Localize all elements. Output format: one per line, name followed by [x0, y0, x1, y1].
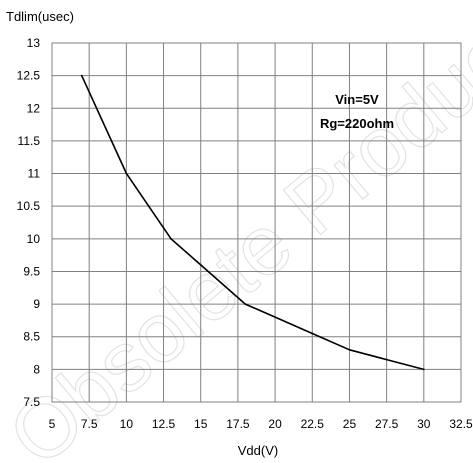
data-point: [422, 368, 425, 371]
y-tick-label: 9: [33, 297, 40, 311]
data-point: [274, 316, 276, 319]
y-tick-label: 12: [27, 101, 41, 115]
data-point: [170, 237, 172, 240]
data-point: [311, 332, 314, 335]
x-tick-label: 20: [268, 417, 282, 431]
x-tick-label: 5: [49, 417, 56, 431]
x-tick-label: 10: [120, 417, 134, 431]
y-tick-label: 8.5: [23, 330, 40, 344]
series-line: [80, 75, 425, 371]
y-tick-label: 11.5: [18, 134, 41, 148]
series-layer: [80, 74, 425, 371]
plot-area-frame: [51, 42, 462, 403]
x-tick-label: 15: [194, 417, 208, 431]
y-tick-label: 12.5: [17, 69, 41, 83]
x-tick-label: 12.5: [152, 417, 176, 431]
annotation-rg: Rg=220ohm: [320, 116, 394, 131]
y-tick-label: 9.5: [23, 264, 40, 278]
y-tick-label: 10.5: [17, 199, 41, 213]
y-axis-title: Tdlim(usec): [6, 9, 74, 24]
y-tick-labels: 13 12.5 12 11.5 11 10.5 10 9.5 9 8.5 8 7.5: [17, 36, 41, 409]
y-tick-label: 8: [33, 362, 40, 376]
x-tick-label: 25: [343, 417, 357, 431]
data-point: [80, 74, 83, 77]
x-tick-labels: 5 7.5 10 12.5 15 17.5 20 22.5 25 27.5 30 32.5: [49, 417, 473, 431]
x-axis-title: Vdd(V): [238, 443, 278, 458]
x-tick-label: 17.5: [226, 417, 250, 431]
y-tick-label: 7.5: [23, 395, 40, 409]
data-point: [244, 303, 247, 305]
annotation-vin: Vin=5V: [335, 92, 379, 107]
y-tick-label: 10: [27, 232, 41, 246]
data-point: [199, 264, 202, 266]
data-point: [385, 358, 388, 361]
x-tick-label: 27.5: [375, 417, 399, 431]
y-tick-label: 11: [28, 167, 41, 181]
data-point: [348, 348, 351, 351]
x-tick-label: 7.5: [81, 417, 98, 431]
x-tick-label: 30: [417, 417, 431, 431]
x-tick-label: 22.5: [301, 417, 325, 431]
data-point: [125, 172, 128, 175]
y-tick-label: 13: [27, 36, 41, 50]
x-tick-label: 32.5: [449, 417, 473, 431]
